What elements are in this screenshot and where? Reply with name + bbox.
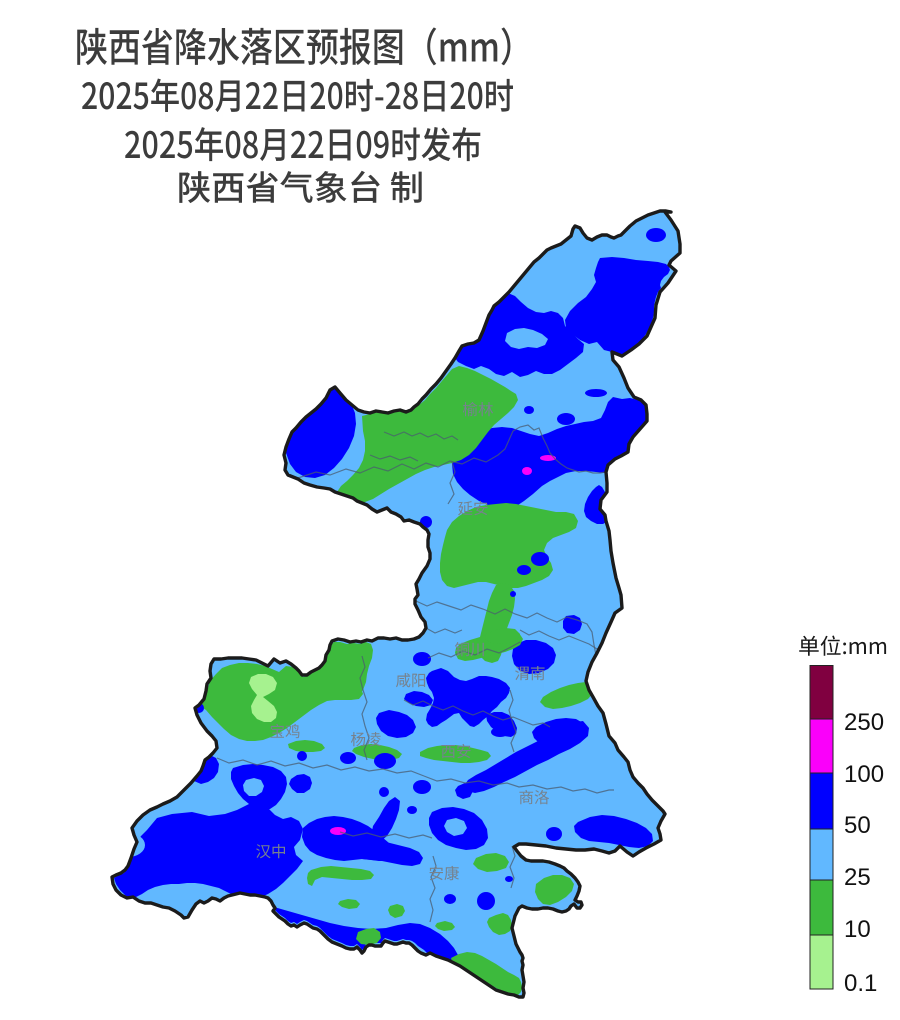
svg-text:0.1: 0.1 bbox=[844, 970, 877, 997]
svg-text:25: 25 bbox=[844, 864, 871, 891]
svg-text:100: 100 bbox=[844, 761, 884, 788]
svg-text:250: 250 bbox=[844, 709, 884, 736]
svg-text:50: 50 bbox=[844, 812, 871, 839]
svg-text:10: 10 bbox=[844, 916, 871, 943]
